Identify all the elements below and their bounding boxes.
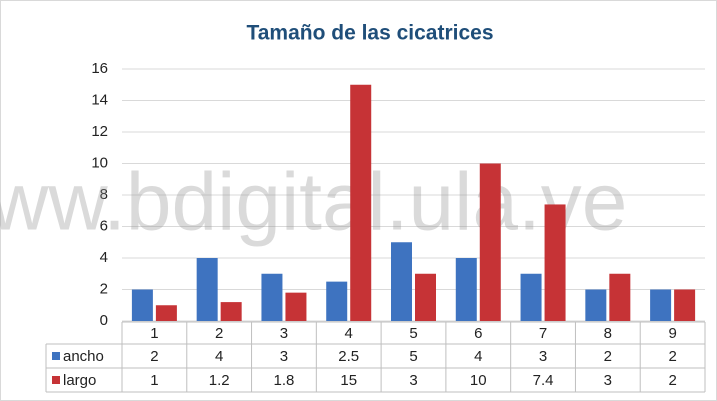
y-tick-label: 16 — [91, 60, 108, 77]
table-value: 1.8 — [274, 372, 295, 389]
y-tick-label: 8 — [100, 186, 108, 203]
table-value: 15 — [340, 372, 357, 389]
watermark: www.bdigital.ula.ve — [0, 157, 627, 248]
x-tick-label: 6 — [474, 325, 482, 342]
table-value: 2 — [150, 348, 158, 365]
y-tick-label: 2 — [100, 280, 108, 297]
legend-swatch — [52, 376, 60, 384]
x-tick-label: 1 — [150, 325, 158, 342]
x-tick-label: 8 — [604, 325, 612, 342]
x-tick-label: 7 — [539, 325, 547, 342]
y-tick-label: 0 — [100, 312, 108, 329]
table-value: 1 — [150, 372, 158, 389]
table-value: 3 — [539, 348, 547, 365]
bar — [455, 258, 477, 321]
bar — [131, 289, 153, 321]
x-tick-label: 2 — [215, 325, 223, 342]
table-value: 3 — [409, 372, 417, 389]
bar — [609, 273, 631, 321]
legend-swatch — [52, 352, 60, 360]
bar — [220, 302, 242, 321]
x-tick-label: 5 — [409, 325, 417, 342]
bar — [350, 84, 372, 321]
bar — [285, 292, 307, 321]
x-tick-label: 4 — [345, 325, 353, 342]
y-tick-label: 6 — [100, 217, 108, 234]
table-value: 10 — [470, 372, 487, 389]
bar — [585, 289, 607, 321]
y-tick-label: 4 — [100, 249, 108, 266]
table-value: 4 — [215, 348, 223, 365]
table-value: 1.2 — [209, 372, 230, 389]
bar — [326, 281, 348, 321]
y-tick-label: 14 — [91, 91, 108, 108]
legend-label: largo — [63, 372, 96, 389]
bar — [155, 305, 177, 321]
bar — [674, 289, 696, 321]
y-tick-label: 12 — [91, 123, 108, 140]
table-value: 2.5 — [338, 348, 359, 365]
bar — [650, 289, 672, 321]
bar — [391, 242, 412, 321]
bar — [261, 273, 283, 321]
table-value: 2 — [604, 348, 612, 365]
table-value: 5 — [409, 348, 417, 365]
x-tick-label: 9 — [668, 325, 676, 342]
table-value: 3 — [280, 348, 288, 365]
table-value: 2 — [668, 372, 676, 389]
legend-label: ancho — [63, 348, 104, 365]
table-value: 2 — [668, 348, 676, 365]
table-value: 4 — [474, 348, 482, 365]
x-tick-label: 3 — [280, 325, 288, 342]
table-value: 7.4 — [533, 372, 554, 389]
chart-title: Tamaño de las cicatrices — [246, 22, 493, 45]
table-value: 3 — [604, 372, 612, 389]
bar — [544, 204, 566, 321]
bar — [520, 273, 542, 321]
y-tick-label: 10 — [91, 154, 108, 171]
bar — [479, 163, 501, 321]
bar — [196, 258, 218, 321]
bar — [415, 273, 436, 321]
